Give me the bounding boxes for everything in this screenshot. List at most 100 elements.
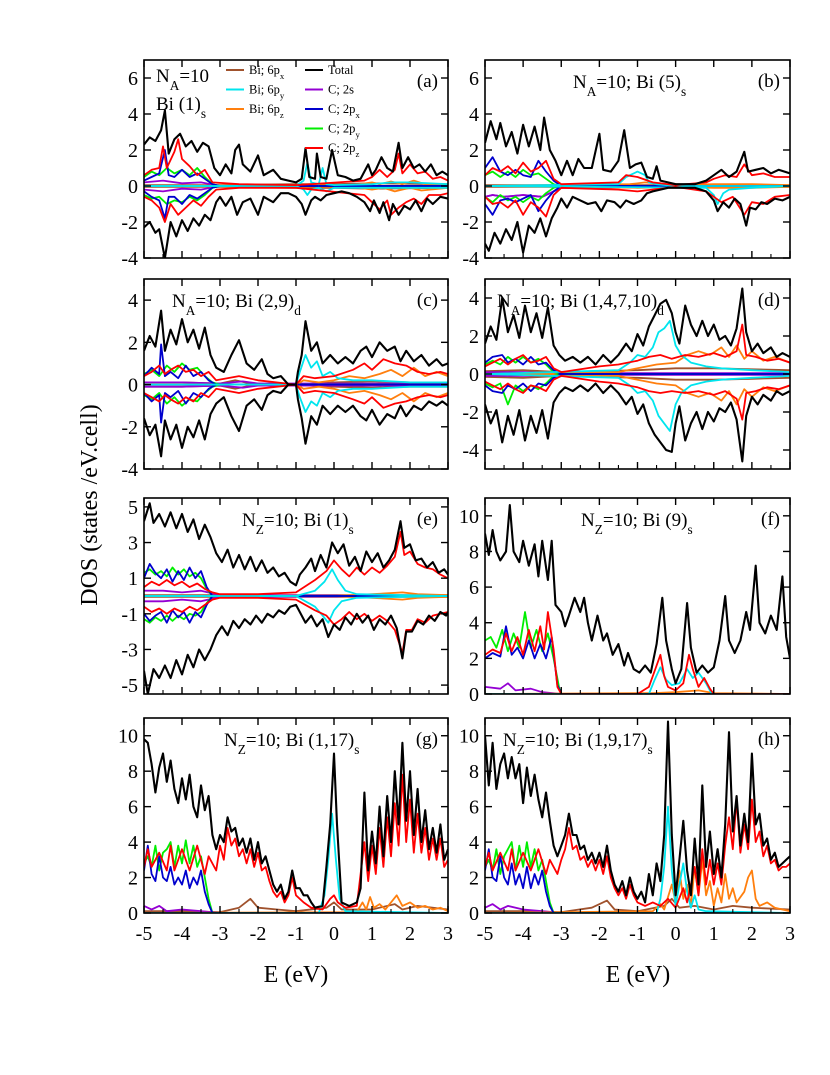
series-g-total bbox=[144, 738, 448, 909]
legend-label-bi_6pz: Bi; 6pz bbox=[249, 102, 284, 120]
series-e-red_up bbox=[144, 531, 448, 596]
series-b-green_dn bbox=[485, 185, 790, 204]
panel-label-h: NZ=10; Bi (1,9,17)s bbox=[503, 730, 653, 757]
y-tick-label-a-3: 2 bbox=[128, 140, 138, 162]
series-b-cyan_dn bbox=[485, 185, 790, 205]
y-tick-label-f-2: 4 bbox=[469, 613, 479, 635]
series-b-total_up bbox=[485, 116, 790, 186]
series-h-red bbox=[485, 798, 790, 909]
series-d-cyan_up bbox=[485, 319, 790, 375]
series-d-total_up bbox=[485, 287, 790, 366]
panel-label-e-end-subscript: s bbox=[348, 522, 353, 537]
x-tick-label-h-2: -3 bbox=[553, 923, 570, 945]
panel-label-e: NZ=10; Bi (1)s bbox=[242, 510, 354, 537]
series-c-cyan_dn bbox=[144, 383, 448, 413]
series-e-cyan_up bbox=[144, 568, 448, 597]
series-d-orange_dn bbox=[485, 373, 790, 406]
plot-area-b bbox=[485, 116, 790, 254]
y-tick-label-d-1: -2 bbox=[462, 402, 479, 424]
panel-label2-a: Bi (1)s bbox=[156, 94, 206, 121]
panel-label-b-end-subscript: s bbox=[681, 84, 686, 99]
y-tick-label-d-3: 2 bbox=[469, 326, 479, 348]
legend-label-c_2py: C; 2py bbox=[328, 122, 360, 140]
y-tick-label-a-2: 0 bbox=[128, 176, 138, 198]
series-e-total_dn bbox=[144, 603, 448, 694]
y-tick-label-c-1: -2 bbox=[121, 417, 138, 439]
series-d-red_dn bbox=[485, 375, 790, 421]
series-a-total_dn bbox=[144, 190, 448, 258]
x-tick-label-h-3: -2 bbox=[591, 923, 608, 945]
y-tick-label-e-0: -5 bbox=[121, 675, 138, 697]
y-tick-label-g-4: 8 bbox=[128, 761, 138, 783]
panel-label-g: NZ=10; Bi (1,17)s bbox=[224, 730, 359, 757]
panel-label-a: NA=10 bbox=[156, 66, 209, 93]
panel-label-b: NA=10; Bi (5)s bbox=[573, 72, 686, 99]
series-b-blue_up bbox=[485, 156, 790, 187]
panel-label-c-end-subscript: d bbox=[294, 303, 301, 318]
x-tick-label-g-7: 2 bbox=[405, 923, 415, 945]
panel-label-h-subscript: Z bbox=[517, 742, 525, 757]
x-tick-label-h-4: -1 bbox=[629, 923, 646, 945]
y-tick-label-d-2: 0 bbox=[469, 364, 479, 386]
y-tick-label-g-5: 10 bbox=[118, 726, 138, 748]
panel-label-g-end-subscript: s bbox=[354, 742, 359, 757]
y-tick-label-e-1: -3 bbox=[121, 639, 138, 661]
y-tick-label-a-0: -4 bbox=[121, 248, 138, 270]
y-tick-label-a-5: 6 bbox=[128, 68, 138, 90]
series-d-orange_up bbox=[485, 344, 790, 375]
series-g-brown bbox=[144, 897, 448, 913]
series-c-blue_dn bbox=[144, 383, 448, 424]
series-c-purple_up bbox=[144, 380, 448, 385]
plot-area-c bbox=[144, 309, 448, 458]
panel-letter-c: (c) bbox=[417, 290, 438, 311]
series-d-blue_dn bbox=[485, 373, 790, 394]
plot-area-d bbox=[485, 287, 790, 463]
panel-label-f-subscript: Z bbox=[595, 522, 603, 537]
legend-label-bi_6px: Bi; 6px bbox=[249, 63, 285, 81]
y-tick-label-e-4: 3 bbox=[128, 533, 138, 555]
y-tick-label-b-1: -2 bbox=[462, 212, 479, 234]
series-c-purple_dn bbox=[144, 384, 448, 389]
panel-label-f-end-subscript: s bbox=[687, 522, 692, 537]
series-c-orange_dn bbox=[144, 383, 448, 403]
y-tick-label-b-0: -4 bbox=[462, 248, 479, 270]
x-tick-label-g-5: 0 bbox=[329, 923, 339, 945]
panel-letter-a: (a) bbox=[417, 71, 438, 92]
panel-label-c-subscript: A bbox=[186, 303, 196, 318]
panel-letter-g: (g) bbox=[416, 729, 438, 750]
y-tick-label-b-3: 2 bbox=[469, 140, 479, 162]
plot-area-a bbox=[144, 109, 448, 258]
series-g-orange bbox=[144, 894, 448, 913]
y-tick-label-b-5: 6 bbox=[469, 68, 479, 90]
y-tick-label-c-4: 4 bbox=[128, 290, 138, 312]
series-d-blue_up bbox=[485, 354, 790, 375]
series-a-red_up bbox=[144, 138, 448, 186]
y-tick-label-f-0: 0 bbox=[469, 684, 479, 706]
series-a-total_up bbox=[144, 109, 448, 184]
panel-label-c: NA=10; Bi (2,9)d bbox=[172, 291, 301, 318]
y-tick-label-b-2: 0 bbox=[469, 176, 479, 198]
series-d-cyan_dn bbox=[485, 373, 790, 432]
y-tick-label-e-5: 5 bbox=[128, 497, 138, 519]
y-tick-label-e-3: 1 bbox=[128, 568, 138, 590]
panel-letter-f: (f) bbox=[761, 509, 780, 530]
y-tick-label-g-0: 0 bbox=[128, 903, 138, 925]
y-tick-label-g-2: 4 bbox=[128, 832, 138, 854]
y-tick-label-d-0: -4 bbox=[462, 440, 479, 462]
series-b-red_dn bbox=[485, 186, 790, 218]
y-tick-label-h-1: 2 bbox=[469, 868, 479, 890]
series-b-cyan_up bbox=[485, 170, 790, 187]
panel-label-f: NZ=10; Bi (9)s bbox=[581, 510, 693, 537]
series-g-blue bbox=[144, 844, 448, 913]
panel-letter-e: (e) bbox=[417, 509, 438, 530]
x-axis-title-left: E (eV) bbox=[264, 962, 329, 988]
x-tick-label-h-7: 2 bbox=[747, 923, 757, 945]
x-tick-label-h-1: -4 bbox=[515, 923, 532, 945]
y-tick-label-c-3: 2 bbox=[128, 332, 138, 354]
y-tick-label-h-2: 4 bbox=[469, 832, 479, 854]
legend-label-bi_6pz-subscript: z bbox=[280, 110, 284, 120]
y-tick-label-h-5: 10 bbox=[459, 726, 479, 748]
y-tick-label-f-5: 10 bbox=[459, 506, 479, 528]
